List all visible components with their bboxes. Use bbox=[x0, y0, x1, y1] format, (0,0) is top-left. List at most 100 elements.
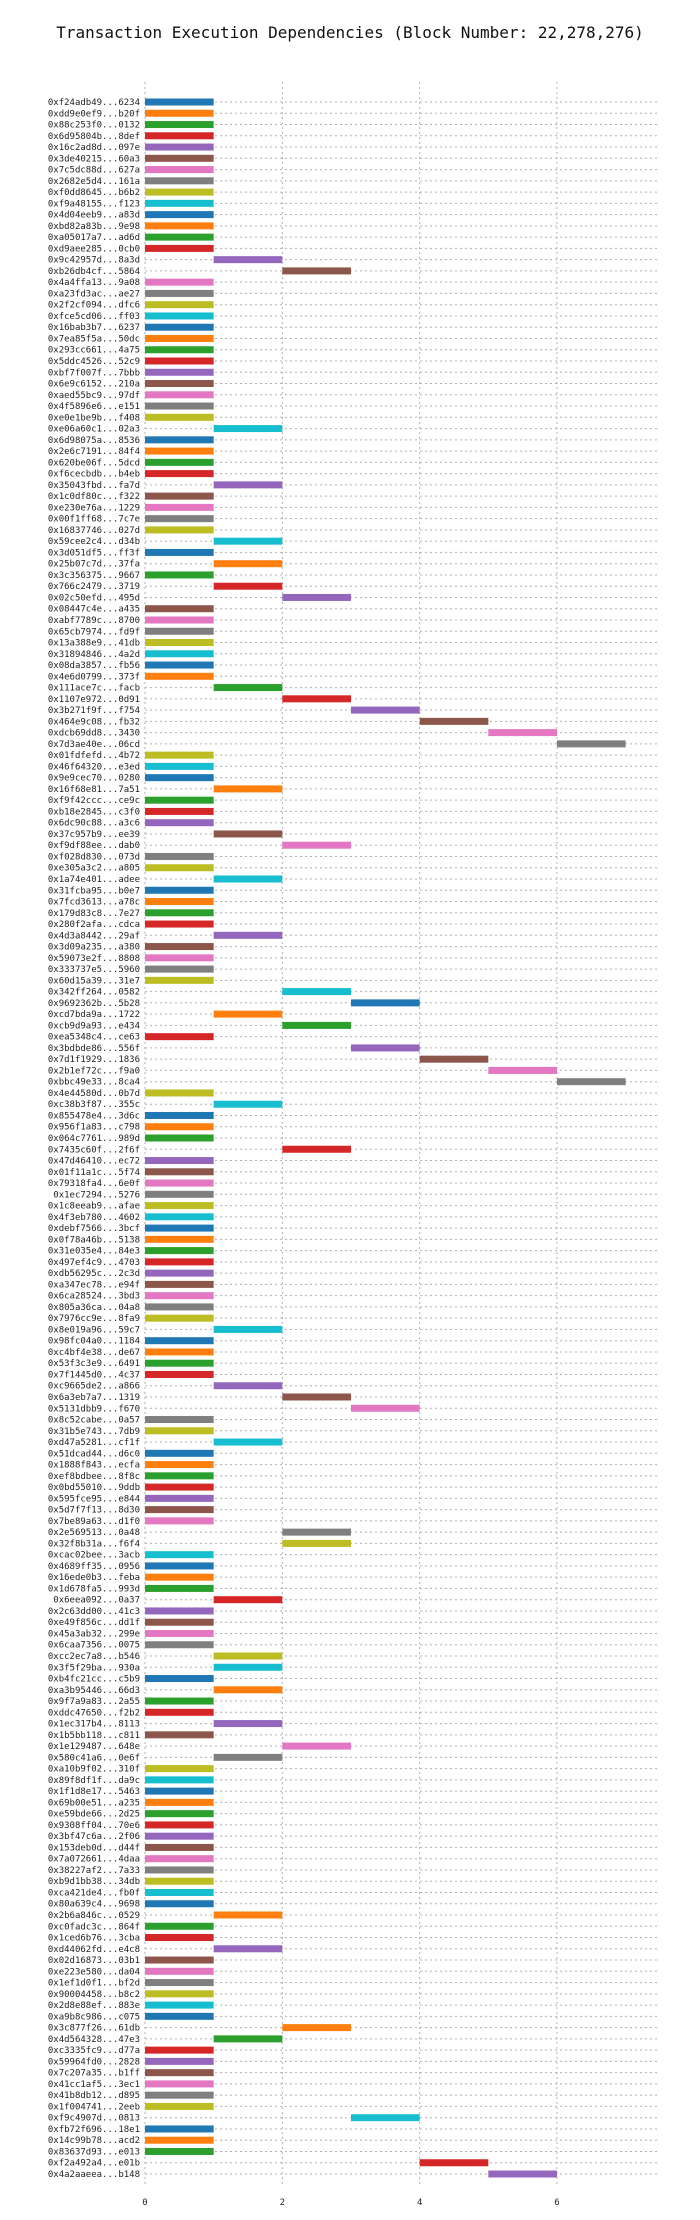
y-tick-label: 0xe230e76a...1229 bbox=[48, 503, 140, 513]
y-tick-label: 0xf2a492a4...e01b bbox=[48, 2159, 140, 2169]
dependency-bar bbox=[282, 1393, 351, 1401]
y-tick-label: 0x5ddc4526...52c9 bbox=[48, 357, 140, 367]
dependency-bar bbox=[145, 402, 214, 410]
y-tick-label: 0x2e569513...0a48 bbox=[48, 1528, 140, 1538]
y-tick-label: 0x16bab3b7...6237 bbox=[48, 323, 140, 333]
y-tick-label: 0x4d3a8442...29af bbox=[48, 931, 140, 941]
y-tick-label: 0x59cee2c4...d34b bbox=[48, 537, 140, 547]
dependency-bar bbox=[145, 244, 214, 252]
y-tick-label: 0xddc47650...f2b2 bbox=[48, 1708, 140, 1718]
dependency-bar bbox=[145, 965, 214, 973]
dependency-bar bbox=[282, 695, 351, 703]
y-tick-label: 0x2f2cf094...dfc6 bbox=[48, 301, 140, 311]
dependency-bar bbox=[145, 1427, 214, 1435]
dependency-bar bbox=[145, 278, 214, 286]
dependency-bar bbox=[145, 1675, 214, 1683]
dependency-bar bbox=[282, 1021, 351, 1029]
y-tick-label: 0x1b5bb118...c811 bbox=[48, 1731, 140, 1741]
y-tick-label: 0xcac02bee...3acb bbox=[48, 1551, 140, 1561]
y-tick-label: 0x1a74e401...adee bbox=[48, 875, 140, 885]
y-tick-label: 0x3d051df5...ff3f bbox=[48, 548, 140, 558]
dependency-bar bbox=[351, 1404, 420, 1412]
grid-layer bbox=[144, 82, 660, 2186]
y-tick-label: 0x31b5e743...7db9 bbox=[48, 1427, 140, 1437]
dependency-bar bbox=[145, 222, 214, 230]
y-tick-label: 0x3bf47c6a...2f06 bbox=[48, 1832, 140, 1842]
dependency-bar bbox=[213, 1911, 283, 1919]
y-tick-label: 0x3c356375...9667 bbox=[48, 571, 140, 581]
dependency-bar bbox=[282, 1539, 351, 1547]
y-tick-label: 0x45a3ab32...299e bbox=[48, 1629, 140, 1639]
y-tick-label: 0xaed55bc9...97df bbox=[48, 391, 140, 401]
dependency-bar bbox=[419, 2159, 489, 2167]
y-tick-label: 0x6eea092...0a37 bbox=[53, 1596, 140, 1606]
y-tick-label: 0x5d7f7f13...8d30 bbox=[48, 1506, 140, 1516]
y-tick-label: 0xbf7f007f...7bbb bbox=[48, 368, 140, 378]
dependency-bar bbox=[351, 1044, 420, 1052]
dependency-bar bbox=[145, 312, 214, 320]
y-tick-label: 0x1f1d8e17...5463 bbox=[48, 1787, 140, 1797]
dependency-bar bbox=[145, 436, 214, 444]
y-tick-label: 0x7435c60f...2f6f bbox=[48, 1145, 140, 1155]
dependency-bar bbox=[145, 1821, 214, 1829]
y-tick-label: 0x333737e5...5960 bbox=[48, 965, 140, 975]
y-tick-label: 0x111ace7c...facb bbox=[48, 684, 140, 694]
y-tick-label: 0xd44062fd...e4c8 bbox=[48, 1945, 140, 1955]
x-tick-label: 0 bbox=[142, 2198, 147, 2208]
dependency-bar bbox=[145, 1494, 214, 1502]
y-tick-label: 0x3bdbde86...556f bbox=[48, 1044, 140, 1054]
y-tick-label: 0x1888f843...ecfa bbox=[48, 1461, 140, 1471]
dependency-bar bbox=[145, 2057, 214, 2065]
dependency-bar bbox=[145, 1449, 214, 1457]
dependency-bar bbox=[145, 2091, 214, 2099]
dependency-bar bbox=[145, 109, 214, 117]
dependency-bar bbox=[282, 1145, 351, 1153]
dependency-bar bbox=[213, 1652, 283, 1660]
dependency-bar bbox=[145, 639, 214, 647]
dependency-bar bbox=[145, 357, 214, 365]
dependency-bar bbox=[145, 1157, 214, 1165]
y-tick-label: 0x9f7a9a83...2a55 bbox=[48, 1697, 140, 1707]
y-tick-label: 0xf6cecbdb...b4eb bbox=[48, 470, 140, 480]
y-tick-label: 0xf9a48155...f123 bbox=[48, 199, 140, 209]
dependency-bar bbox=[145, 334, 214, 342]
dependency-bar bbox=[145, 2102, 214, 2110]
dependency-bar bbox=[145, 943, 214, 951]
dependency-bar bbox=[488, 2170, 557, 2178]
y-tick-label: 0x4d564328...47e3 bbox=[48, 2035, 140, 2045]
dependency-bar bbox=[145, 470, 214, 478]
dependency-bar bbox=[145, 1810, 214, 1818]
dependency-bar bbox=[213, 256, 283, 264]
dependency-bar bbox=[145, 954, 214, 962]
dependency-bar bbox=[145, 605, 214, 613]
y-tick-label: 0x31e035e4...84e3 bbox=[48, 1247, 140, 1257]
dependency-bar bbox=[145, 1224, 214, 1232]
y-tick-label: 0xf9df88ee...dab0 bbox=[48, 841, 140, 851]
y-tick-label: 0x1c0df80c...f322 bbox=[48, 492, 140, 502]
dependency-bar bbox=[145, 1314, 214, 1322]
y-tick-label: 0xe305a3c2...a805 bbox=[48, 864, 140, 874]
y-tick-label: 0x4a4ffa13...9a08 bbox=[48, 278, 140, 288]
y-tick-label: 0x766c2479...3719 bbox=[48, 582, 140, 592]
y-tick-label: 0x595fce95...e844 bbox=[48, 1494, 140, 1504]
dependency-bar bbox=[282, 593, 351, 601]
dependency-bar bbox=[145, 289, 214, 297]
dependency-bar bbox=[145, 1934, 214, 1942]
dependency-bar bbox=[145, 98, 214, 106]
dependency-bar bbox=[557, 1078, 626, 1086]
dependency-bar bbox=[282, 841, 351, 849]
dependency-bar bbox=[145, 211, 214, 219]
dependency-bar bbox=[145, 1979, 214, 1987]
dependency-bar bbox=[145, 132, 214, 140]
dependency-bar bbox=[145, 1697, 214, 1705]
y-tick-label: 0x16837746...027d bbox=[48, 526, 140, 536]
y-tick-label: 0x6ca28524...3bd3 bbox=[48, 1292, 140, 1302]
dependency-bar bbox=[145, 458, 214, 466]
dependency-bar bbox=[145, 121, 214, 129]
dependency-bar bbox=[488, 1066, 557, 1074]
y-tick-label: 0x956f1a83...c798 bbox=[48, 1123, 140, 1133]
y-tick-label: 0x1107e972...0d91 bbox=[48, 695, 140, 705]
dependency-bar bbox=[145, 774, 214, 782]
y-tick-label: 0x9308ff04...70e6 bbox=[48, 1821, 140, 1831]
y-tick-label: 0x37c957b9...ee39 bbox=[48, 830, 140, 840]
